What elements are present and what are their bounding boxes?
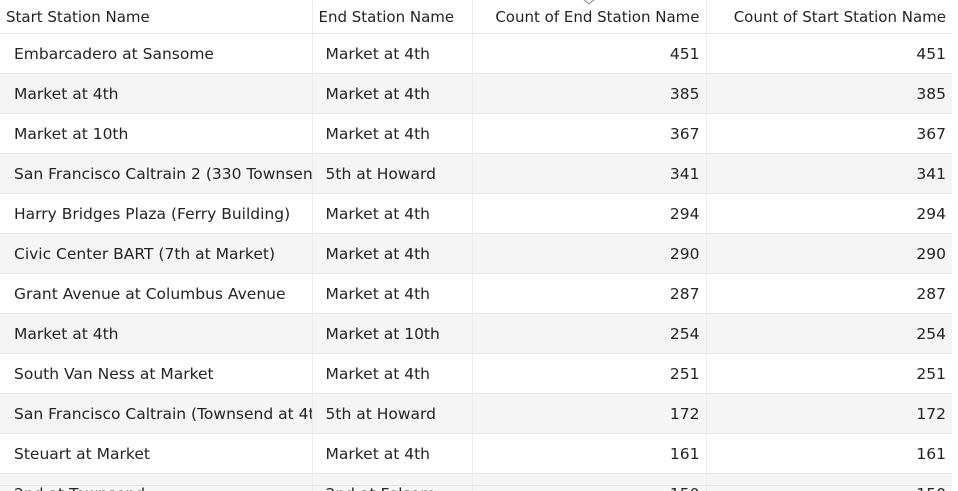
table-row[interactable]: San Francisco Caltrain 2 (330 Townsend) 5… <box>0 153 952 194</box>
cell-end-station: 5th at Howard <box>312 393 473 434</box>
cell-count-end-station: 290 <box>472 233 707 274</box>
cell-start-station: Embarcadero at Sansome <box>0 33 313 74</box>
table-row[interactable]: Embarcadero at Sansome Market at 4th 451 45… <box>0 33 952 74</box>
cell-count-end-station: 451 <box>472 33 707 74</box>
cell-end-station: Market at 4th <box>312 353 473 394</box>
table-row[interactable]: Market at 10th Market at 4th 367 367 <box>0 113 952 154</box>
cell-count-start-station: 150 <box>706 473 952 491</box>
cell-start-station: South Van Ness at Market <box>0 353 313 394</box>
cell-end-station: Market at 4th <box>312 73 473 114</box>
cell-count-start-station: 367 <box>706 113 952 154</box>
cell-start-station: Grant Avenue at Columbus Avenue <box>0 273 313 314</box>
cell-end-station: Market at 4th <box>312 193 473 234</box>
cell-count-start-station: 294 <box>706 193 952 234</box>
cell-count-start-station: 251 <box>706 353 952 394</box>
cell-end-station: 2nd at Folsom <box>312 473 473 491</box>
cell-end-station: Market at 4th <box>312 433 473 474</box>
cell-end-station: Market at 4th <box>312 233 473 274</box>
cell-count-start-station: 451 <box>706 33 952 74</box>
cell-count-start-station: 254 <box>706 313 952 354</box>
table-bottom-border <box>0 485 952 486</box>
cell-count-end-station: 287 <box>472 273 707 314</box>
cell-count-start-station: 341 <box>706 153 952 194</box>
column-header-count-end-station[interactable]: Count of End Station Name <box>472 0 707 34</box>
table-row[interactable]: Civic Center BART (7th at Market) Market … <box>0 233 952 274</box>
chevron-down-icon[interactable] <box>582 0 596 6</box>
cell-start-station: Market at 4th <box>0 313 313 354</box>
table-row[interactable]: Market at 4th Market at 4th 385 385 <box>0 73 952 114</box>
cell-start-station: 2nd at Townsend <box>0 473 313 491</box>
cell-start-station: Market at 4th <box>0 73 313 114</box>
cell-end-station: 5th at Howard <box>312 153 473 194</box>
cell-start-station: Civic Center BART (7th at Market) <box>0 233 313 274</box>
cell-count-start-station: 287 <box>706 273 952 314</box>
table-header: Start Station Name End Station Name Coun… <box>0 0 952 34</box>
column-header-label: Count of End Station Name <box>495 7 700 26</box>
table-row[interactable]: San Francisco Caltrain (Townsend at 4th)… <box>0 393 952 434</box>
table-row[interactable]: Harry Bridges Plaza (Ferry Building) Mark… <box>0 193 952 234</box>
cell-count-end-station: 161 <box>472 433 707 474</box>
cell-start-station: Steuart at Market <box>0 433 313 474</box>
table-row[interactable]: Steuart at Market Market at 4th 161 161 <box>0 433 952 474</box>
cell-end-station: Market at 4th <box>312 113 473 154</box>
column-header-start-station[interactable]: Start Station Name <box>0 0 313 34</box>
table-body: Embarcadero at Sansome Market at 4th 451 45… <box>0 33 952 491</box>
cell-start-station: San Francisco Caltrain 2 (330 Townsend) <box>0 153 313 194</box>
cell-count-start-station: 290 <box>706 233 952 274</box>
cell-end-station: Market at 10th <box>312 313 473 354</box>
table-row[interactable]: Market at 4th Market at 10th 254 254 <box>0 313 952 354</box>
table-row[interactable]: Grant Avenue at Columbus Avenue Market at… <box>0 273 952 314</box>
cell-start-station: San Francisco Caltrain (Townsend at 4th) <box>0 393 313 434</box>
table-row[interactable]: South Van Ness at Market Market at 4th 251… <box>0 353 952 394</box>
cell-count-end-station: 251 <box>472 353 707 394</box>
cell-count-start-station: 385 <box>706 73 952 114</box>
cell-start-station: Harry Bridges Plaza (Ferry Building) <box>0 193 313 234</box>
cell-count-end-station: 385 <box>472 73 707 114</box>
column-header-end-station[interactable]: End Station Name <box>312 0 473 34</box>
header-row: Start Station Name End Station Name Coun… <box>0 0 952 34</box>
cell-count-start-station: 161 <box>706 433 952 474</box>
cell-count-end-station: 254 <box>472 313 707 354</box>
cell-count-end-station: 172 <box>472 393 707 434</box>
cell-count-end-station: 341 <box>472 153 707 194</box>
cell-count-end-station: 294 <box>472 193 707 234</box>
cell-end-station: Market at 4th <box>312 273 473 314</box>
cell-count-start-station: 172 <box>706 393 952 434</box>
column-header-count-start-station[interactable]: Count of Start Station Name <box>706 0 952 34</box>
cell-count-end-station: 367 <box>472 113 707 154</box>
cell-end-station: Market at 4th <box>312 33 473 74</box>
cell-start-station: Market at 10th <box>0 113 313 154</box>
table-row[interactable]: 2nd at Townsend2nd at Folsom150150 <box>0 473 952 491</box>
cell-count-end-station: 150 <box>472 473 707 491</box>
